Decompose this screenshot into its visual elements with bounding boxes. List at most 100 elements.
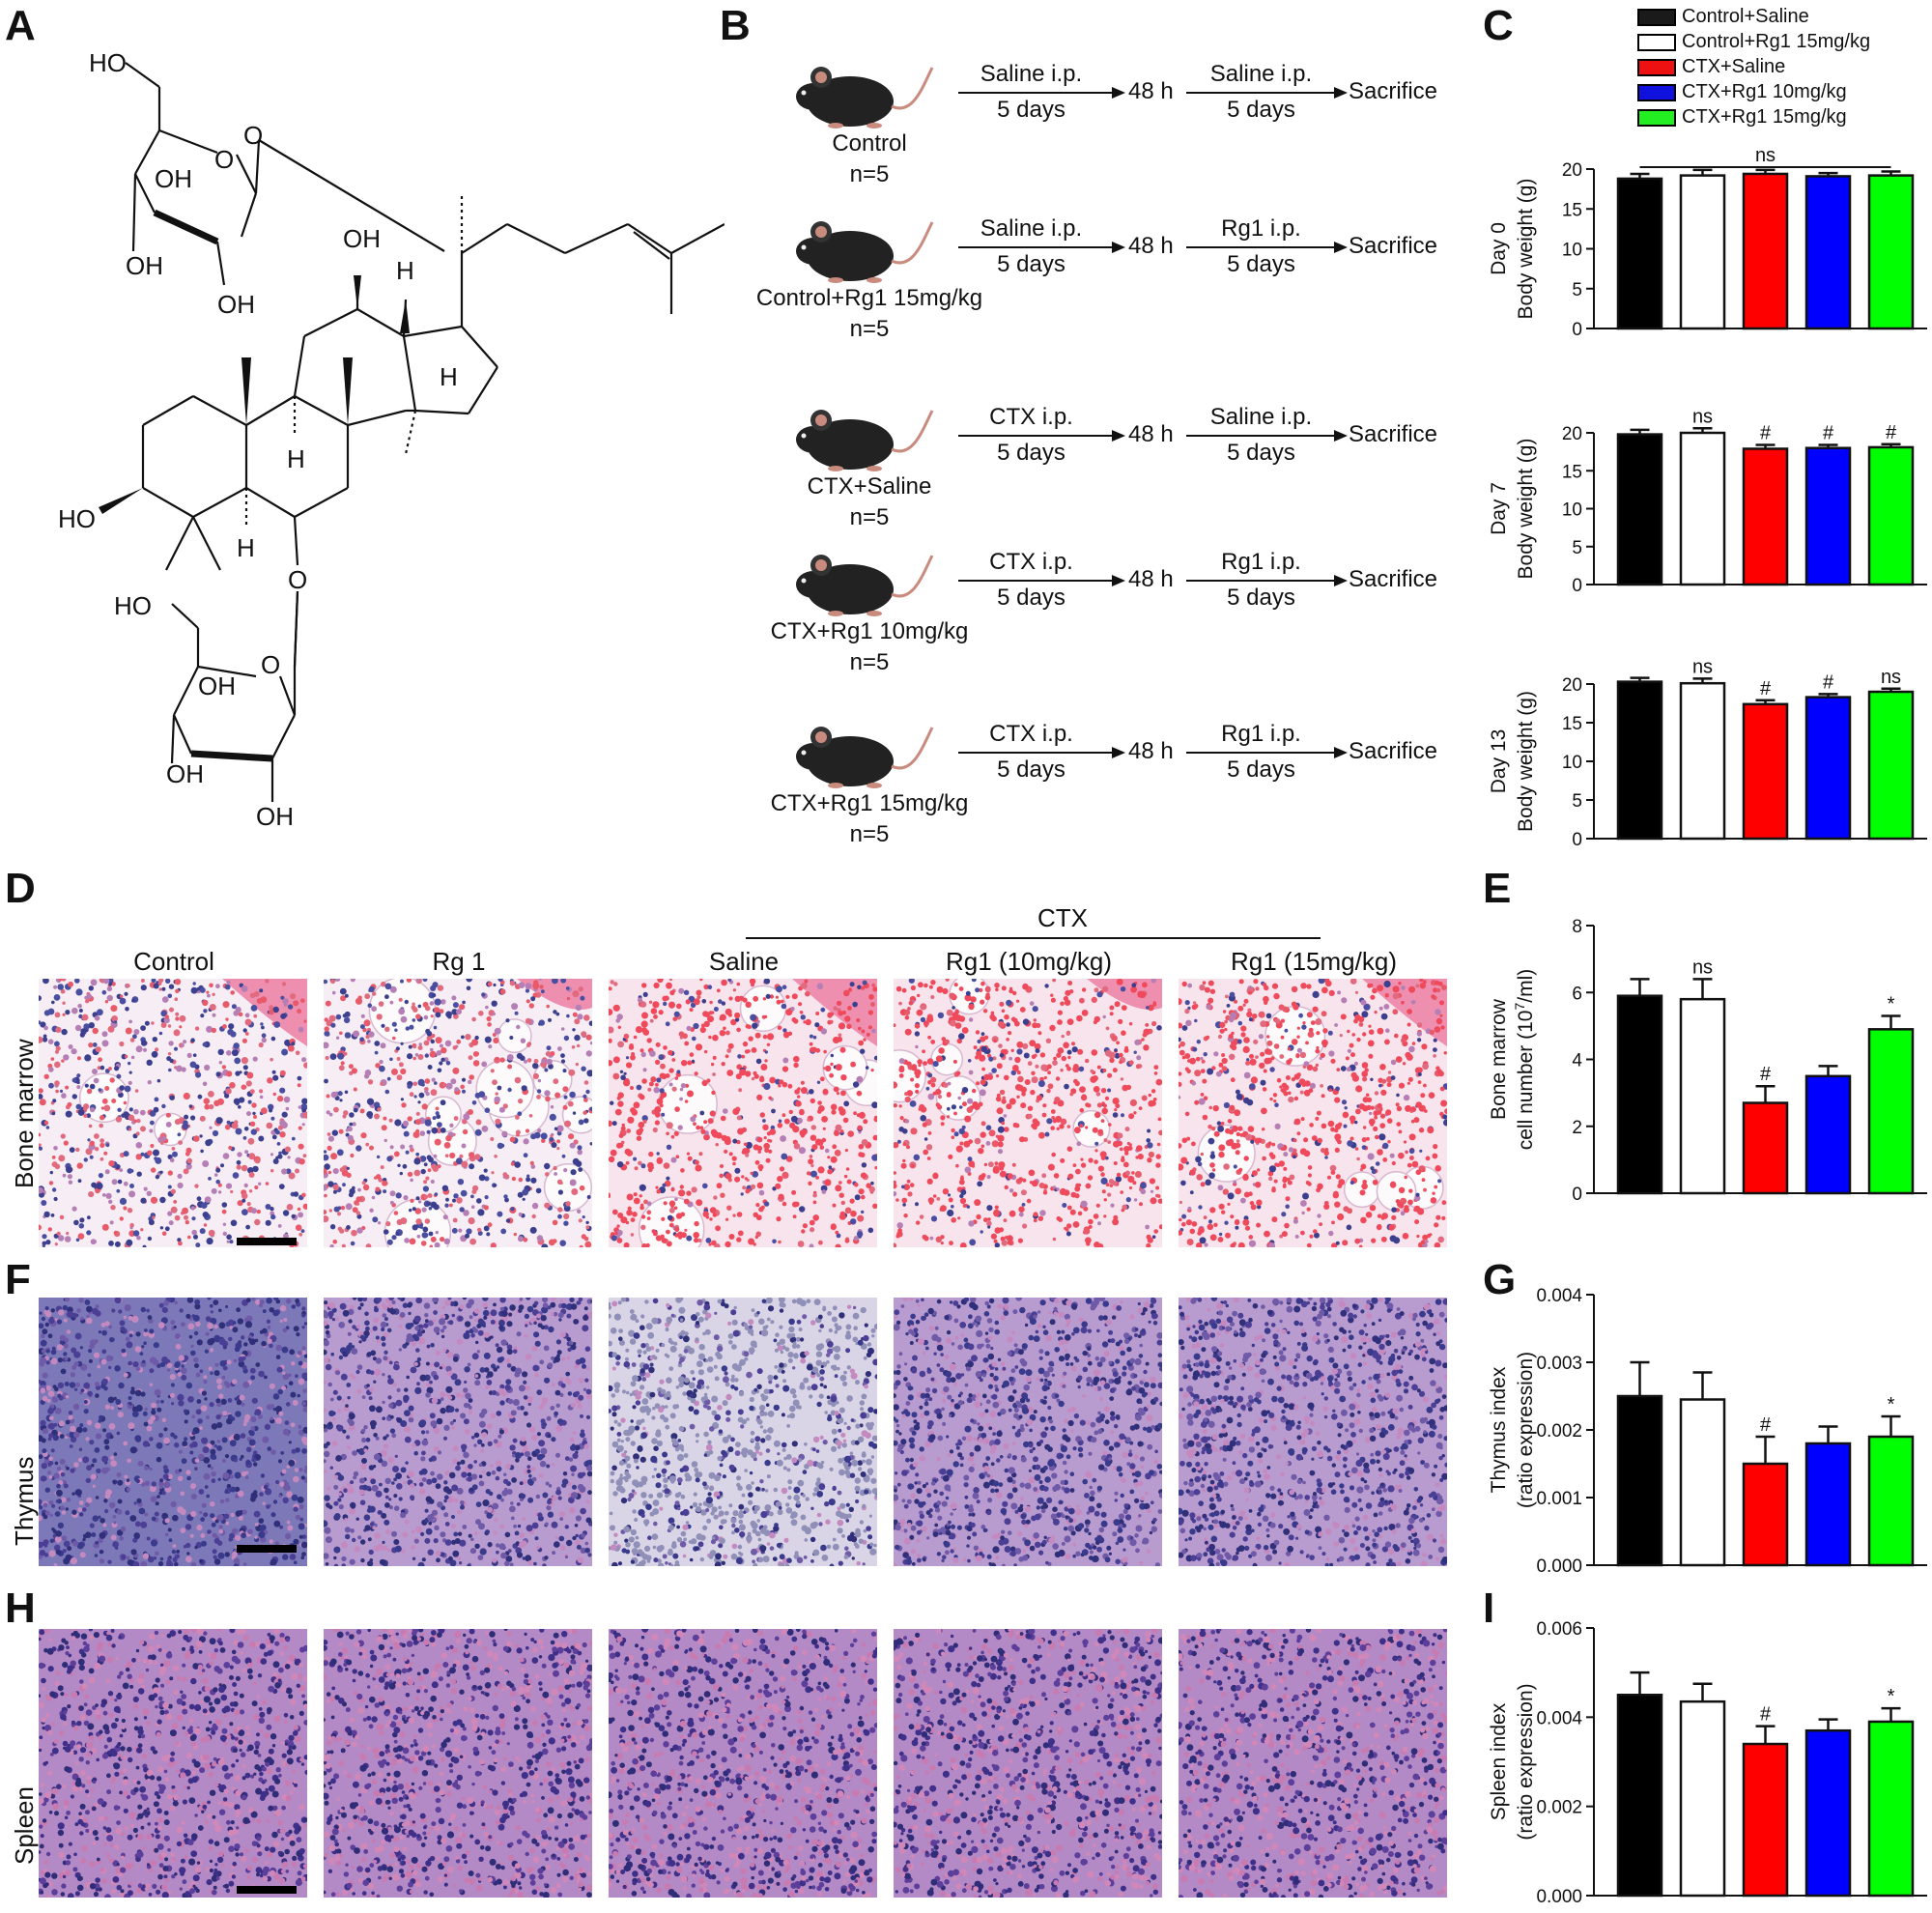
- bar: [1616, 177, 1663, 330]
- atom-oh-12: OH: [343, 224, 381, 253]
- y-tick-label: 5: [1572, 791, 1582, 812]
- y-tick-label: 6: [1572, 984, 1582, 1004]
- legend-label: CTX+Rg1 10mg/kg: [1682, 81, 1847, 102]
- column-header: Saline: [708, 947, 780, 976]
- histology-image: [324, 1298, 592, 1566]
- chart-C13: 0 5 10 15 20 Day 13 Body weight (g) ns # # ns: [1488, 656, 1927, 850]
- y-tick-label: 2: [1572, 1118, 1582, 1138]
- atom-o-link-1: O: [243, 121, 264, 150]
- group-name: CTX+Saline: [807, 473, 932, 500]
- bar: [1679, 997, 1726, 1195]
- gap-label: 48 h: [1128, 233, 1174, 259]
- step2-label: Rg1 i.p.: [1221, 721, 1301, 747]
- scale-bar: [237, 1545, 297, 1553]
- group-n: n=5: [849, 649, 890, 675]
- bar: [1742, 447, 1789, 586]
- histology-image: [1179, 1629, 1447, 1898]
- timeline-arrows: [958, 575, 1348, 586]
- significance-label: ns: [1692, 956, 1713, 978]
- y-tick-label: 10: [1562, 500, 1582, 521]
- group-name: Control+Rg1 15mg/kg: [755, 285, 983, 311]
- step1-days: 5 days: [997, 440, 1065, 466]
- histology-image: [609, 979, 877, 1247]
- step2-days: 5 days: [1227, 97, 1295, 123]
- step1-days: 5 days: [997, 585, 1065, 611]
- bar: [1679, 174, 1726, 330]
- legend-swatch: [1637, 83, 1676, 101]
- group-n: n=5: [849, 316, 890, 342]
- y-tick-label: 0.004: [1536, 1708, 1582, 1728]
- y-axis-label: (ratio expression): [1515, 1683, 1537, 1840]
- y-tick-label: 8: [1572, 917, 1582, 937]
- significance-label: #: [1886, 422, 1897, 443]
- group-n: n=5: [849, 504, 890, 530]
- y-axis-label: Bone marrow: [1488, 998, 1510, 1120]
- gap-label: 48 h: [1128, 78, 1174, 104]
- timeline-arrows: [958, 87, 1348, 99]
- sacrifice-label: Sacrifice: [1349, 421, 1438, 447]
- bar: [1867, 174, 1915, 330]
- y-tick-label: 5: [1572, 280, 1582, 300]
- panel-letter-d: D: [5, 865, 36, 912]
- bar: [1742, 1742, 1789, 1898]
- legend-label: Control+Rg1 15mg/kg: [1682, 31, 1871, 52]
- histology-image: [609, 1629, 877, 1898]
- significance-label: #: [1760, 1704, 1772, 1726]
- bar: [1616, 994, 1663, 1195]
- row-label: Spleen: [10, 1786, 39, 1865]
- atom-ho-2: HO: [114, 591, 152, 620]
- y-axis-label: Day 0: [1488, 222, 1510, 275]
- y-axis-label: Body weight (g): [1515, 179, 1537, 320]
- bar: [1867, 1720, 1915, 1898]
- y-tick-label: 0.002: [1536, 1798, 1582, 1818]
- bar: [1679, 1699, 1726, 1898]
- step1-label: CTX i.p.: [989, 721, 1073, 747]
- y-axis-label: Day 13: [1488, 729, 1510, 794]
- panel-letter-b: B: [720, 2, 751, 49]
- mouse-icon: [796, 67, 934, 128]
- bar: [1742, 172, 1789, 330]
- histology-image: [1179, 1298, 1447, 1566]
- group-name: Control: [832, 130, 907, 157]
- row-label: Thymus: [10, 1456, 39, 1546]
- step2-label: Rg1 i.p.: [1221, 215, 1301, 242]
- y-tick-label: 0.002: [1536, 1421, 1582, 1442]
- histology-image: [39, 1629, 307, 1898]
- sacrifice-label: Sacrifice: [1349, 566, 1438, 592]
- sacrifice-label: Sacrifice: [1349, 233, 1438, 259]
- significance-label: *: [1888, 1686, 1895, 1707]
- step1-label: CTX i.p.: [989, 404, 1073, 430]
- step1-label: Saline i.p.: [980, 61, 1083, 87]
- step2-label: Saline i.p.: [1209, 61, 1313, 87]
- timeline-arrows: [958, 747, 1348, 758]
- atom-ho-3: HO: [58, 504, 96, 533]
- y-axis-label: (ratio expression): [1515, 1352, 1537, 1508]
- bar: [1679, 681, 1726, 841]
- bar: [1742, 1101, 1789, 1195]
- legend-item: CTX+Saline: [1637, 56, 1785, 78]
- bar: [1804, 1442, 1852, 1567]
- column-header: Rg 1: [432, 947, 486, 976]
- significance-label: ns: [1692, 406, 1713, 427]
- chart-C0: 0 5 10 15 20 Day 0 Body weight (g) ns: [1488, 145, 1927, 340]
- mouse-icon: [796, 410, 934, 471]
- ctx-header: CTX: [1037, 903, 1088, 932]
- histology-image: [39, 1298, 307, 1566]
- step2-days: 5 days: [1227, 251, 1295, 277]
- y-axis-label: Body weight (g): [1515, 691, 1537, 832]
- step2-label: Rg1 i.p.: [1221, 549, 1301, 575]
- significance-label: #: [1760, 1414, 1772, 1436]
- legend-swatch: [1637, 8, 1676, 26]
- step1-days: 5 days: [997, 251, 1065, 277]
- y-tick-label: 15: [1562, 200, 1582, 220]
- y-tick-label: 0: [1572, 830, 1582, 850]
- group-name: CTX+Rg1 15mg/kg: [770, 790, 969, 816]
- bar: [1616, 433, 1663, 586]
- group-n: n=5: [849, 821, 890, 847]
- legend-item: CTX+Rg1 15mg/kg: [1637, 106, 1847, 128]
- y-tick-label: 0.003: [1536, 1354, 1582, 1374]
- panel-letter-a: A: [5, 2, 36, 49]
- y-axis-label: Spleen index: [1488, 1702, 1510, 1820]
- bar: [1804, 696, 1852, 841]
